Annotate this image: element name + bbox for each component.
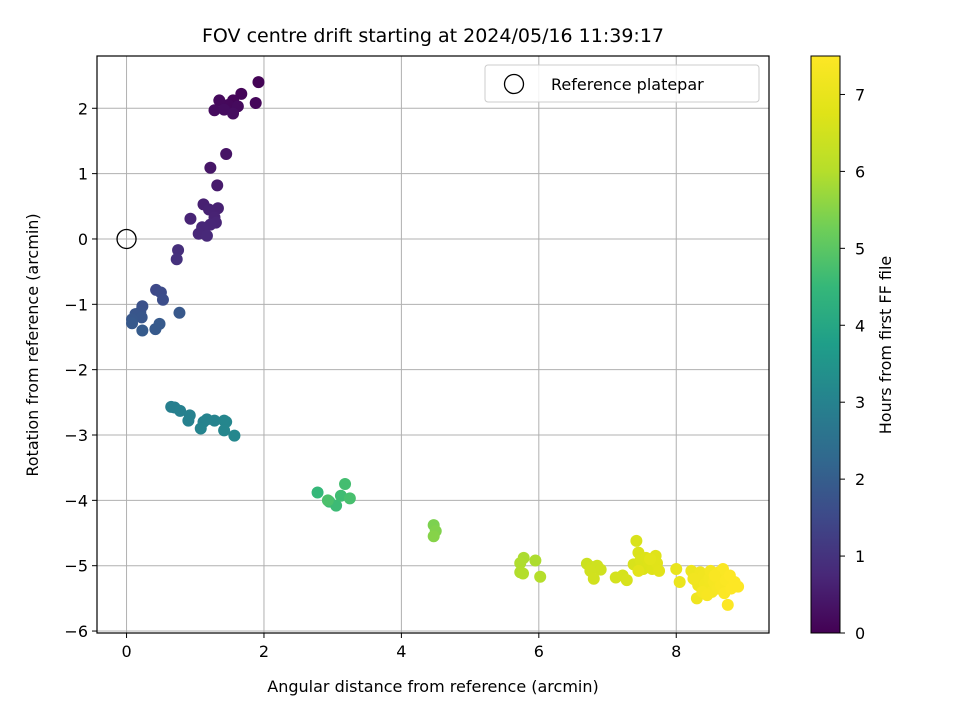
colorbar-tick-label: 6 [855,162,865,181]
data-point [343,492,356,505]
colorbar-ticks: 0 1 2 3 4 5 6 7 [840,85,865,643]
data-point [174,404,187,417]
data-point [194,422,207,435]
data-point [228,429,241,442]
data-point [235,87,248,100]
data-point [534,570,547,583]
x-tick-label: 6 [534,642,544,661]
plot-frame [96,55,770,634]
data-point [427,530,440,543]
data-point [517,567,530,580]
legend-label: Reference platepar [551,75,704,94]
data-point [135,311,148,324]
x-axis: 0 2 4 6 8 [121,633,681,661]
data-point [252,76,265,89]
y-axis: 2 1 0 −1 −2 −3 −4 −5 −6 [64,99,97,641]
data-point [172,244,185,257]
legend: Reference platepar [484,64,760,103]
data-point [670,562,683,575]
reference-platepar-marker [116,228,137,250]
data-point [721,598,734,611]
data-points [126,76,745,611]
data-point [170,253,183,266]
y-tick-label: −2 [64,361,88,380]
data-point [321,494,334,507]
data-point [339,478,352,491]
x-tick-label: 4 [396,642,406,661]
data-point [249,97,262,110]
y-axis-label: Rotation from reference (arcmin) [23,213,42,476]
data-point [184,212,197,225]
data-point [213,94,226,107]
x-tick-label: 8 [671,642,681,661]
data-point [514,557,527,570]
data-point [218,424,231,437]
y-tick-label: −6 [64,622,88,641]
data-point [653,564,666,577]
y-tick-label: −3 [64,426,88,445]
data-point [644,553,657,566]
data-point [701,589,714,602]
colorbar-label: Hours from first FF file [876,256,895,435]
data-point [204,161,217,174]
colorbar: 0 1 2 3 4 5 6 7 Hours from first FF file [810,55,895,643]
data-point [311,486,324,499]
colorbar-tick-label: 4 [855,316,865,335]
y-tick-label: −4 [64,491,88,510]
y-tick-label: −5 [64,557,88,576]
data-point [632,564,645,577]
legend-marker-icon [503,73,525,95]
data-point [136,324,149,337]
y-tick-label: 1 [78,165,88,184]
data-point [227,107,240,120]
colorbar-tick-label: 2 [855,470,865,489]
data-point [594,563,607,576]
y-tick-label: 0 [78,230,88,249]
colorbar-tick-label: 1 [855,547,865,566]
colorbar-tick-label: 5 [855,239,865,258]
data-point [732,580,745,593]
data-point [218,103,231,116]
data-point [200,229,213,242]
data-point [587,572,600,585]
colorbar-tick-label: 0 [855,624,865,643]
data-point [173,306,186,319]
data-point [220,148,233,161]
data-point [620,574,633,587]
data-point [182,414,195,427]
x-axis-label: Angular distance from reference (arcmin) [267,677,598,696]
data-point [149,323,162,336]
data-point [708,569,721,582]
data-point [211,179,224,192]
data-point [687,572,700,585]
data-point [673,576,686,589]
data-point [208,104,221,117]
data-point [630,534,643,547]
grid [97,56,769,633]
x-tick-label: 0 [121,642,131,661]
data-point [211,202,224,215]
chart-title: FOV centre drift starting at 2024/05/16 … [202,25,664,47]
data-point [156,293,169,306]
data-point [126,317,139,330]
data-point [529,554,542,567]
legend-box [484,64,760,103]
data-point [208,414,221,427]
y-tick-label: −1 [64,295,88,314]
y-tick-label: 2 [78,99,88,118]
x-tick-label: 2 [259,642,269,661]
colorbar-gradient [810,55,841,634]
colorbar-tick-label: 7 [855,85,865,104]
colorbar-tick-label: 3 [855,393,865,412]
